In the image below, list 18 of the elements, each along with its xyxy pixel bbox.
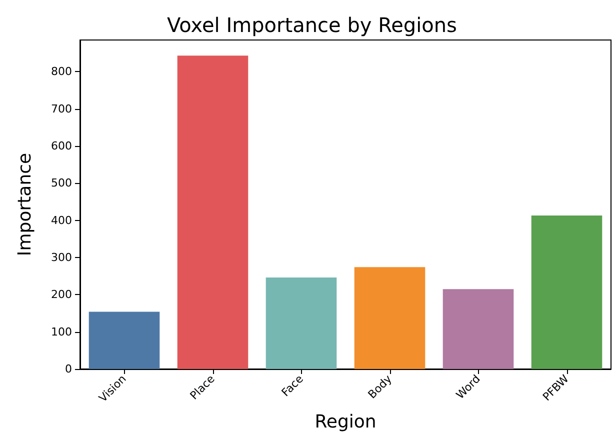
y-tick-label: 500 xyxy=(51,176,72,190)
y-tick-label: 0 xyxy=(65,362,72,376)
y-axis-title: Importance xyxy=(14,152,36,256)
bar xyxy=(177,56,248,369)
y-tick-label: 100 xyxy=(51,325,72,338)
y-tick-label: 700 xyxy=(51,102,72,116)
y-tick-label: 600 xyxy=(51,139,72,152)
y-tick-label: 400 xyxy=(51,214,72,227)
bar xyxy=(442,289,514,369)
bar xyxy=(531,215,602,369)
bar xyxy=(354,267,426,369)
x-axis-title: Region xyxy=(314,412,376,432)
chart-title: Voxel Importance by Regions xyxy=(167,13,457,37)
y-tick-label: 800 xyxy=(51,65,72,78)
bar xyxy=(88,312,160,369)
y-tick-label: 200 xyxy=(51,288,72,302)
y-tick-label: 300 xyxy=(51,250,72,264)
bar xyxy=(266,278,337,369)
